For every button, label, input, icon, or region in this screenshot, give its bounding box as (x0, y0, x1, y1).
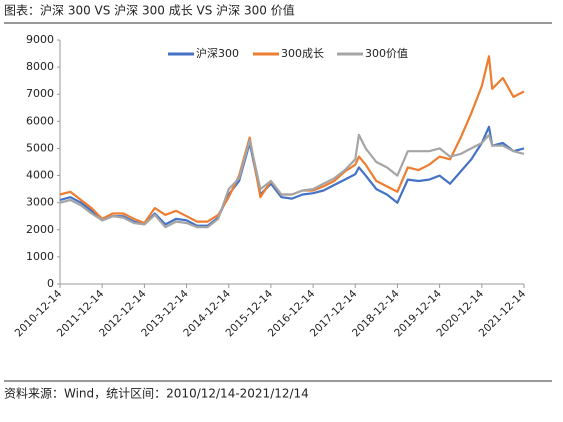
legend-label: 沪深300 (196, 46, 239, 60)
y-tick-label: 6000 (26, 114, 54, 127)
y-tick-label: 7000 (26, 87, 54, 100)
legend-label: 300价值 (365, 47, 408, 60)
series-line (59, 133, 525, 229)
y-tick-label: 4000 (26, 169, 54, 182)
y-tick-label: 8000 (26, 60, 54, 73)
y-tick-label: 1000 (26, 250, 54, 263)
y-tick-label: 5000 (26, 141, 54, 154)
y-tick-label: 0 (47, 277, 54, 290)
y-tick-label: 3000 (26, 196, 54, 209)
y-tick-label: 2000 (26, 223, 54, 236)
legend-label: 300成长 (281, 47, 324, 60)
series-line (59, 125, 525, 227)
source-note: 资料来源：Wind，统计区间：2010/12/14-2021/12/14 (4, 387, 309, 401)
chart-title: 图表：沪深 300 VS 沪深 300 成长 VS 沪深 300 价值 (4, 3, 295, 18)
y-tick-label: 9000 (26, 33, 54, 46)
